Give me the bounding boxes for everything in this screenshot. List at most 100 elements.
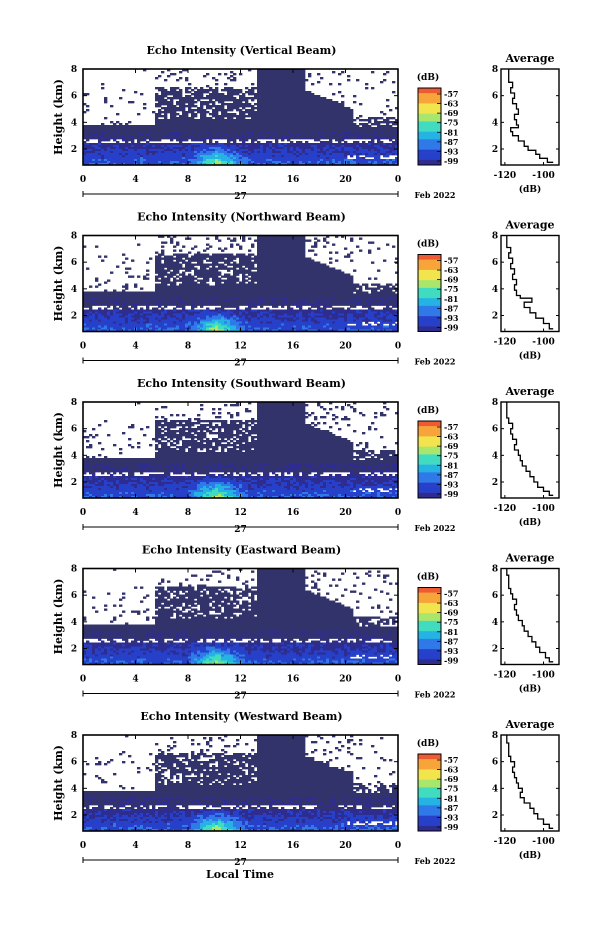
heatmap-cell — [83, 309, 87, 312]
heatmap-cell — [284, 131, 288, 134]
heatmap-cell — [245, 155, 249, 158]
heatmap-cell — [143, 291, 147, 294]
heatmap-cell — [104, 297, 108, 300]
heatmap-cell — [251, 131, 255, 134]
heatmap-cell — [209, 259, 213, 262]
heatmap-cell — [263, 133, 267, 136]
heatmap-cell — [107, 155, 111, 158]
heatmap-cell — [107, 145, 111, 148]
heatmap-cell — [221, 295, 225, 298]
heatmap-cell — [329, 155, 333, 158]
heatmap-cell — [341, 95, 345, 98]
heatmap-cell — [368, 129, 372, 132]
heatmap-cell — [233, 137, 237, 140]
heatmap-cell — [164, 143, 168, 146]
heatmap-cell — [365, 149, 369, 152]
heatmap-cell — [362, 151, 366, 154]
heatmap-cell — [215, 325, 219, 328]
heatmap-cell — [251, 139, 255, 142]
heatmap-cell — [314, 107, 318, 110]
colorbar-unit: (dB) — [417, 72, 439, 83]
heatmap-cell — [152, 303, 156, 306]
heatmap-cell — [353, 127, 357, 130]
heatmap-cell — [101, 317, 105, 320]
heatmap-cell — [155, 145, 159, 148]
heatmap-cell — [179, 163, 183, 166]
heatmap-cell — [230, 243, 234, 246]
heatmap-cell — [164, 279, 168, 282]
heatmap-cell — [389, 137, 393, 140]
heatmap-cell — [149, 315, 153, 318]
heatmap-cell — [191, 115, 195, 118]
heatmap-cell — [221, 317, 225, 320]
heatmap-cell — [149, 297, 153, 300]
heatmap-cell — [110, 317, 114, 320]
heatmap-cell — [269, 107, 273, 110]
heatmap-cell — [98, 141, 102, 144]
heatmap-cell — [188, 163, 192, 166]
heatmap-cell — [230, 239, 234, 242]
heatmap-cell — [86, 161, 90, 164]
heatmap-cell — [386, 127, 390, 130]
heatmap-cell — [290, 145, 294, 148]
heatmap-cell — [389, 127, 393, 130]
heatmap-cell — [116, 149, 120, 152]
heatmap-cell — [239, 153, 243, 156]
heatmap-cell — [395, 139, 399, 142]
heatmap-cell — [329, 129, 333, 132]
heatmap-cell — [215, 281, 219, 284]
heatmap-cell — [179, 109, 183, 112]
heatmap-cell — [128, 135, 132, 138]
heatmap-cell — [188, 125, 192, 128]
heatmap-cell — [332, 123, 336, 126]
heatmap-cell — [83, 295, 87, 298]
heatmap-cell — [107, 153, 111, 156]
heatmap-cell — [155, 293, 159, 296]
heatmap-cell — [86, 303, 90, 306]
heatmap-cell — [356, 151, 360, 154]
heatmap-cell — [239, 91, 243, 94]
heatmap-cell — [209, 315, 213, 318]
heatmap-cell — [257, 101, 261, 104]
heatmap-cell — [212, 261, 216, 264]
heatmap-cell — [230, 89, 234, 92]
heatmap-cell — [110, 145, 114, 148]
heatmap-cell — [224, 265, 228, 268]
heatmap-cell — [359, 129, 363, 132]
heatmap-cell — [98, 303, 102, 306]
heatmap-cell — [89, 297, 93, 300]
heatmap-cell — [341, 127, 345, 130]
heatmap-cell — [179, 277, 183, 280]
heatmap-cell — [233, 297, 237, 300]
heatmap-cell — [194, 137, 198, 140]
heatmap-cell — [137, 311, 141, 314]
heatmap-cell — [257, 137, 261, 140]
heatmap-cell — [173, 261, 177, 264]
heatmap-cell — [173, 133, 177, 136]
heatmap-cell — [197, 155, 201, 158]
heatmap-cell — [356, 163, 360, 166]
heatmap-cell — [191, 263, 195, 266]
heatmap-cell — [197, 147, 201, 150]
heatmap-cell — [335, 107, 339, 110]
heatmap-cell — [209, 291, 213, 294]
heatmap-cell — [365, 123, 369, 126]
heatmap-cell — [287, 81, 291, 84]
heatmap-cell — [278, 159, 282, 162]
heatmap-cell — [347, 115, 351, 118]
heatmap-cell — [206, 255, 210, 258]
heatmap-cell — [359, 131, 363, 134]
panel-0: Echo Intensity (Vertical Beam)2468Height… — [52, 44, 560, 202]
heatmap-cell — [218, 263, 222, 266]
heatmap-cell — [95, 313, 99, 316]
heatmap-cell — [314, 137, 318, 140]
heatmap-cell — [83, 111, 87, 114]
heatmap-cell — [164, 277, 168, 280]
heatmap-cell — [251, 151, 255, 154]
heatmap-cell — [182, 303, 186, 306]
heatmap-cell — [209, 161, 213, 164]
heatmap-cell — [128, 267, 132, 270]
heatmap-cell — [242, 329, 246, 332]
heatmap-cell — [140, 323, 144, 326]
heatmap-cell — [212, 311, 216, 314]
